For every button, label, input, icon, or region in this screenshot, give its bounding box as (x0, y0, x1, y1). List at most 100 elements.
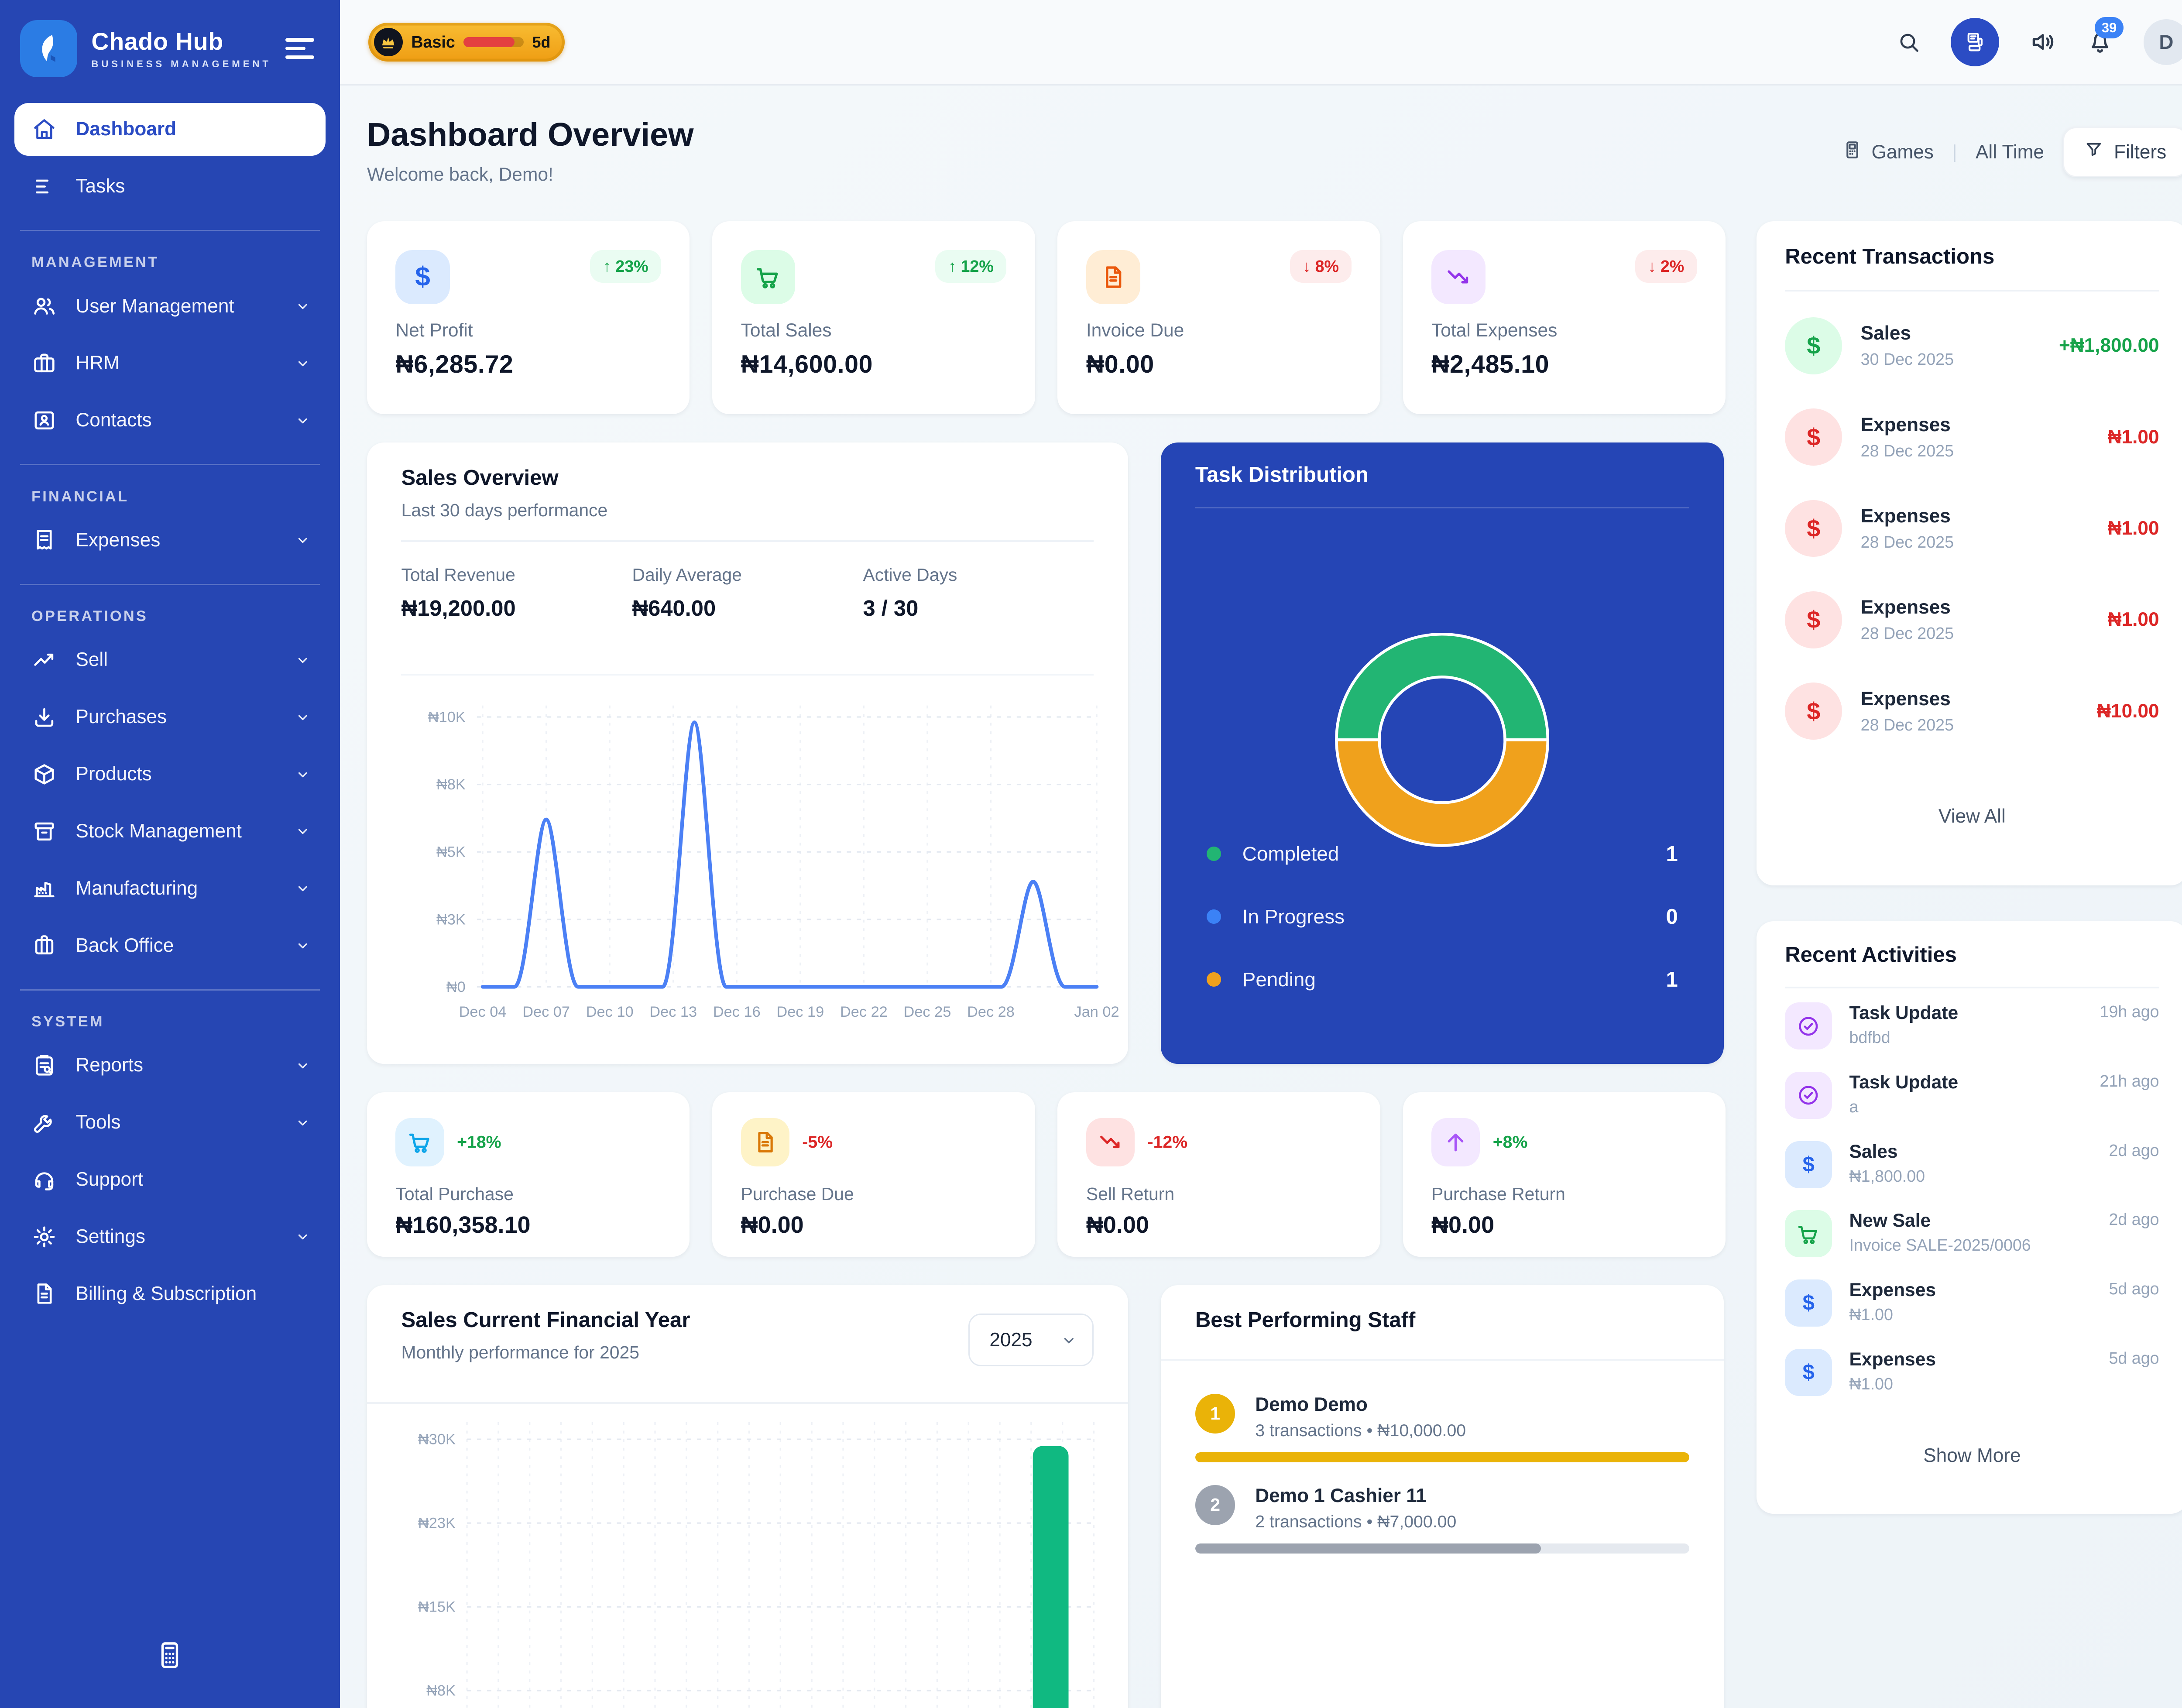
dollar-icon: $ (1785, 408, 1842, 466)
kpi-change-badge: ↑ 23% (590, 250, 662, 283)
sidebar-item-purchases[interactable]: Purchases (14, 691, 326, 744)
pos-register-button[interactable] (1950, 17, 2000, 67)
kpi-value: ₦0.00 (1086, 350, 1154, 378)
sales-overview-subtitle: Last 30 days performance (401, 500, 608, 520)
kpi-label: Total Expenses (1431, 319, 1558, 341)
user-avatar[interactable]: D (2143, 19, 2182, 65)
kpi-label: Sell Return (1086, 1183, 1175, 1204)
staff-progress-bar (1195, 1543, 1689, 1554)
sidebar-item-user-management[interactable]: User Management (14, 280, 326, 333)
time-range-link[interactable]: All Time (1975, 141, 2044, 163)
transaction-row[interactable]: $ Expenses 28 Dec 2025 ₦1.00 (1757, 391, 2182, 483)
search-icon[interactable] (1897, 30, 1921, 55)
brand-name: Chado Hub (91, 27, 223, 55)
kpi-label: Net Profit (395, 319, 473, 341)
kpi-label: Total Purchase (395, 1183, 514, 1204)
svg-text:Dec 28: Dec 28 (967, 1004, 1015, 1020)
kpi-card-purchase-return: +8% Purchase Return ₦0.00 (1403, 1092, 1726, 1257)
menu-toggle-icon[interactable] (285, 38, 314, 59)
sidebar-item-hrm[interactable]: HRM (14, 337, 326, 390)
tasks-icon (31, 174, 57, 199)
check-icon (1785, 1002, 1832, 1050)
svg-text:₦3K: ₦3K (436, 911, 466, 928)
trend-down-icon (1431, 250, 1486, 304)
stat-total-revenue: Total Revenue ₦19,200.00 (401, 565, 516, 621)
dollar-icon: $ (1785, 1141, 1832, 1188)
sidebar-item-tasks[interactable]: Tasks (14, 160, 326, 213)
kpi-value: ₦160,358.10 (395, 1211, 531, 1238)
year-select[interactable]: 2025 (968, 1314, 1094, 1367)
sidebar-item-label: User Management (75, 295, 234, 317)
best-staff-title: Best Performing Staff (1195, 1308, 1416, 1332)
sidebar-section-label: SYSTEM (31, 1013, 104, 1030)
kpi-change-badge: ↑ 12% (935, 250, 1007, 283)
sidebar-item-reports[interactable]: Reports (14, 1039, 326, 1092)
sidebar-item-contacts[interactable]: Contacts (14, 394, 326, 447)
svg-text:Dec 04: Dec 04 (459, 1004, 507, 1020)
legend-dot (1206, 909, 1221, 924)
sidebar: Chado Hub BUSINESS MANAGEMENT Dashboard T… (0, 0, 340, 1708)
brand-tagline: BUSINESS MANAGEMENT (91, 58, 271, 69)
calculator-button[interactable] (0, 1639, 340, 1677)
kpi-value: ₦14,600.00 (741, 350, 873, 378)
svg-text:₦5K: ₦5K (436, 844, 466, 860)
sidebar-item-back-office[interactable]: Back Office (14, 919, 326, 972)
plan-days-left: 5d (532, 33, 551, 51)
recent-activities-title: Recent Activities (1785, 943, 1957, 967)
funnel-icon (2084, 140, 2104, 165)
kpi-card-net-profit: $ ↑ 23% Net Profit ₦6,285.72 (367, 221, 690, 414)
task-distribution-card: Task Distribution Completed 1 In Progress 0… (1161, 442, 1724, 1064)
sidebar-item-expenses[interactable]: Expenses (14, 514, 326, 566)
sidebar-divider (20, 583, 320, 585)
transaction-row[interactable]: $ Sales 30 Dec 2025 +₦1,800.00 (1757, 300, 2182, 391)
billing-icon (31, 1281, 57, 1307)
notifications-button[interactable]: 39 (2086, 17, 2124, 55)
transaction-row[interactable]: $ Expenses 28 Dec 2025 ₦10.00 (1757, 665, 2182, 757)
activity-row[interactable]: Task Update bdfbd 19h ago (1757, 991, 2182, 1060)
svg-text:₦10K: ₦10K (428, 709, 466, 725)
transaction-row[interactable]: $ Expenses 28 Dec 2025 ₦1.00 (1757, 574, 2182, 665)
transaction-row[interactable]: $ Expenses 28 Dec 2025 ₦1.00 (1757, 483, 2182, 574)
activity-row[interactable]: Task Update a 21h ago (1757, 1060, 2182, 1130)
recent-transactions-title: Recent Transactions (1785, 244, 1995, 268)
dollar-icon: $ (1785, 1348, 1832, 1396)
sidebar-item-label: Tools (75, 1111, 121, 1133)
activity-row[interactable]: $ Sales ₦1,800.00 2d ago (1757, 1130, 2182, 1199)
sidebar-item-dashboard[interactable]: Dashboard (14, 103, 326, 156)
games-link[interactable]: Games (1842, 139, 1934, 165)
dollar-icon: $ (1785, 317, 1842, 374)
sidebar-item-label: Reports (75, 1054, 144, 1076)
activity-row[interactable]: $ Expenses ₦1.00 5d ago (1757, 1268, 2182, 1338)
plan-badge[interactable]: Basic 5d (368, 23, 565, 62)
wrench-icon (31, 1110, 57, 1135)
sidebar-item-support[interactable]: Support (14, 1153, 326, 1206)
sidebar-item-tools[interactable]: Tools (14, 1096, 326, 1149)
show-more-link[interactable]: Show More (1923, 1445, 2021, 1467)
kpi-card-sell-return: -12% Sell Return ₦0.00 (1057, 1092, 1380, 1257)
sidebar-item-billing-subscription[interactable]: Billing & Subscription (14, 1267, 326, 1320)
kpi-value: ₦0.00 (1086, 1211, 1149, 1238)
sidebar-item-sell[interactable]: Sell (14, 634, 326, 686)
sales-line-chart: ₦10K ₦8K ₦5K ₦3K ₦0 Dec 04 Dec 07 Dec 10 Dec 13 D… (367, 686, 1128, 1046)
chevron-down-icon (294, 1057, 311, 1074)
chevron-down-icon (294, 1228, 311, 1245)
sidebar-item-manufacturing[interactable]: Manufacturing (14, 862, 326, 915)
speaker-icon[interactable] (2029, 28, 2056, 55)
stat-daily-average: Daily Average ₦640.00 (632, 565, 742, 621)
kpi-label: Invoice Due (1086, 319, 1184, 341)
financial-year-subtitle: Monthly performance for 2025 (401, 1342, 639, 1363)
activity-row[interactable]: New Sale Invoice SALE-2025/0006 2d ago (1757, 1199, 2182, 1268)
sidebar-item-products[interactable]: Products (14, 748, 326, 801)
activity-row[interactable]: $ Expenses ₦1.00 5d ago (1757, 1338, 2182, 1407)
filters-button[interactable]: Filters (2062, 127, 2182, 178)
sidebar-item-stock-management[interactable]: Stock Management (14, 805, 326, 858)
sidebar-divider (20, 230, 320, 232)
gear-icon (31, 1224, 57, 1250)
svg-text:Dec 16: Dec 16 (713, 1004, 761, 1020)
view-all-link[interactable]: View All (1938, 805, 2006, 827)
sidebar-item-settings[interactable]: Settings (14, 1210, 326, 1263)
dollar-icon: $ (395, 250, 450, 304)
dollar-icon: $ (1785, 500, 1842, 557)
sidebar-section-label: MANAGEMENT (31, 254, 159, 271)
bag-icon (31, 933, 57, 958)
